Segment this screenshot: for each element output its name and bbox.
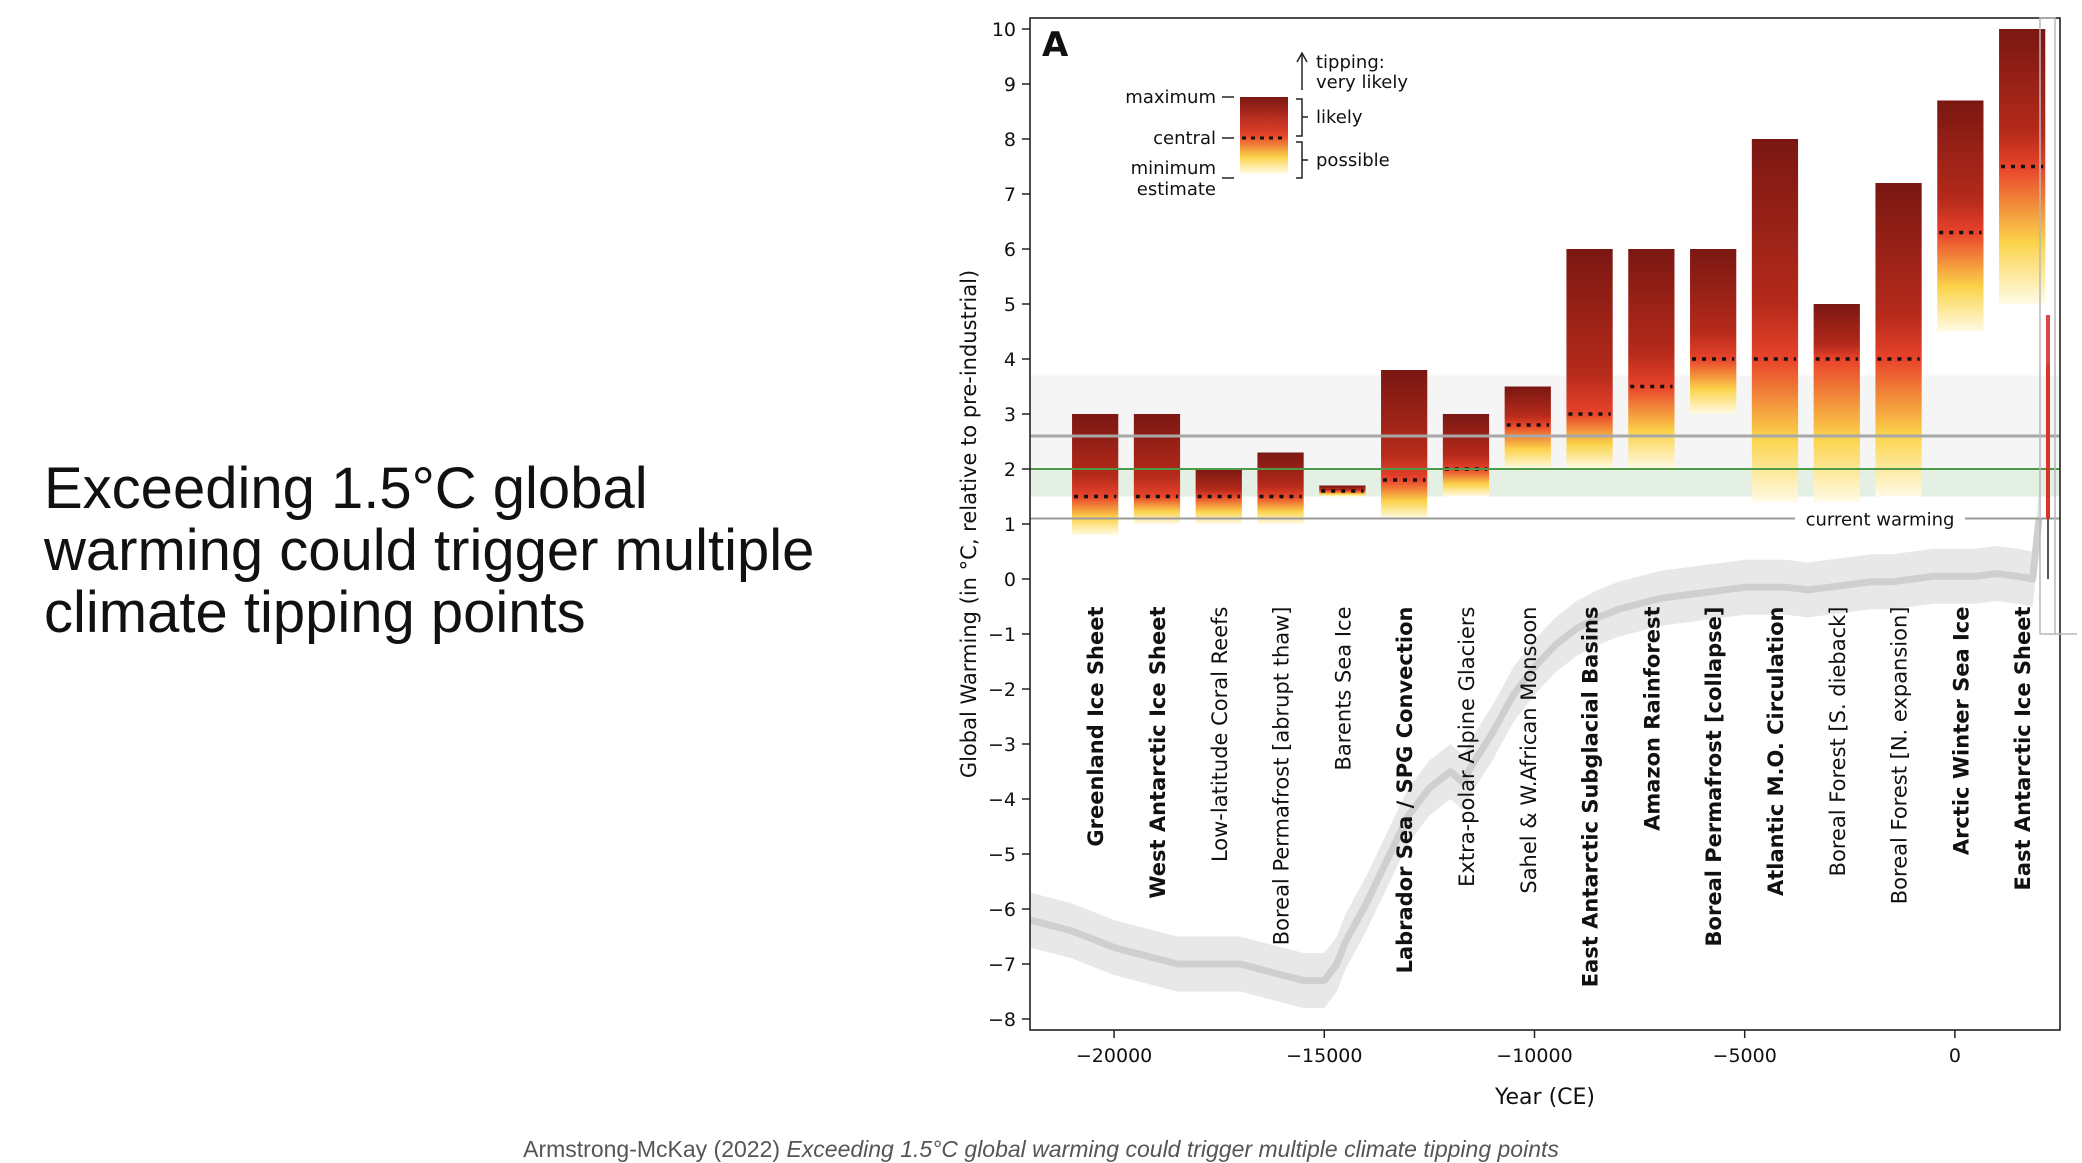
tipping-bar-3 xyxy=(1257,452,1304,524)
future-projection-strip xyxy=(2039,17,2077,635)
slide-title: Exceeding 1.5°C global warming could tri… xyxy=(44,456,815,645)
y-tick-label-17: 9 xyxy=(1004,74,1016,96)
legend-maximum-label: maximum xyxy=(1125,87,1216,108)
legend-likely-label: likely xyxy=(1316,107,1363,128)
x-tick-label-4: 0 xyxy=(1949,1045,1961,1067)
y-tick-label-2: −6 xyxy=(988,899,1016,921)
tipping-element-label-1: West Antarctic Ice Sheet xyxy=(1146,607,1170,899)
y-tick-label-18: 10 xyxy=(992,19,1016,41)
y-tick-label-14: 6 xyxy=(1004,239,1016,261)
tipping-bar-14 xyxy=(1937,100,1984,332)
legend-likely-bracket xyxy=(1296,98,1308,137)
reference-lines: current warming xyxy=(1030,434,2060,531)
tipping-bar-12 xyxy=(1813,304,1860,502)
legend-tipping-label: tipping: xyxy=(1316,52,1385,73)
x-tick-label-2: −10000 xyxy=(1496,1045,1572,1067)
x-tick-label-3: −5000 xyxy=(1713,1045,1777,1067)
legend-central-label: central xyxy=(1153,128,1216,149)
tipping-element-label-15: East Antarctic Ice Sheet xyxy=(2011,606,2035,890)
y-tick-label-12: 4 xyxy=(1004,349,1016,371)
tipping-element-label-11: Atlantic M.O. Circulation xyxy=(1764,607,1788,897)
tipping-element-label-13: Boreal Forest [N. expansion] xyxy=(1888,607,1912,905)
citation-author: Armstrong-McKay (2022) xyxy=(523,1136,781,1162)
current-warming-label: current warming xyxy=(1806,510,1955,531)
tipping-bar-11 xyxy=(1751,139,1799,502)
tipping-element-labels: Greenland Ice Sheet West Antarctic Ice Sh… xyxy=(1084,606,2035,987)
tipping-element-label-3: Boreal Permafrost [abrupt thaw] xyxy=(1270,607,1294,946)
tipping-bar-10 xyxy=(1690,249,1737,414)
y-tick-label-7: −1 xyxy=(988,624,1016,646)
temperature-uncertainty-band xyxy=(1030,491,2039,1008)
axes: −8 −7 −6 −5 −4 −3 −2 −1 0 1 2 3 4 5 6 7 8 9 10 −20000 −15000… xyxy=(957,17,2061,1110)
tipping-bar-7 xyxy=(1504,386,1551,469)
tipping-bar-8 xyxy=(1566,249,1613,469)
tipping-element-label-14: Arctic Winter Sea Ice xyxy=(1949,607,1973,856)
tipping-element-label-9: Amazon Rainforest xyxy=(1640,607,1664,831)
panel-label: A xyxy=(1042,25,1069,65)
projection-strip-frame xyxy=(2039,17,2056,635)
x-axis-label: Year (CE) xyxy=(1494,1085,1595,1110)
tipping-bar-6 xyxy=(1442,414,1490,497)
y-tick-label-4: −4 xyxy=(988,789,1016,811)
y-axis-label: Global Warming (in °C, relative to pre-i… xyxy=(957,270,981,778)
y-tick-label-6: −2 xyxy=(988,679,1016,701)
y-tick-label-11: 3 xyxy=(1004,404,1016,426)
y-tick-label-3: −5 xyxy=(988,844,1016,866)
temperature-history-line xyxy=(1029,518,2043,984)
legend-swatch xyxy=(1240,97,1288,174)
legend-very-likely-label: very likely xyxy=(1316,72,1408,93)
y-tick-label-8: 0 xyxy=(1004,569,1016,591)
tipping-element-label-12: Boreal Forest [S. dieback] xyxy=(1826,606,1850,876)
tipping-element-label-7: Sahel & W.African Monsoon xyxy=(1517,607,1541,894)
citation: Armstrong-McKay (2022) Exceeding 1.5°C g… xyxy=(0,1136,2082,1163)
y-tick-label-10: 2 xyxy=(1004,459,1016,481)
temperature-history xyxy=(1029,491,2043,1008)
legend-arrow-head xyxy=(1296,51,1308,63)
legend-estimate-label: estimate xyxy=(1137,179,1216,200)
tipping-element-label-5: Labrador Sea / SPG Convection xyxy=(1393,607,1417,974)
tipping-element-label-6: Extra-polar Alpine Glaciers xyxy=(1455,607,1479,887)
tipping-bar-13 xyxy=(1875,183,1922,497)
tipping-element-label-8: East Antarctic Subglacial Basins xyxy=(1579,607,1603,988)
tipping-element-label-2: Low-latitude Coral Reefs xyxy=(1208,607,1232,863)
tipping-bar-5 xyxy=(1381,370,1428,519)
legend-possible-bracket xyxy=(1296,141,1308,179)
tipping-element-label-10: Boreal Permafrost [collapse] xyxy=(1702,606,1726,946)
tipping-element-label-4: Barents Sea Ice xyxy=(1331,607,1355,771)
legend-minimum-label: minimum xyxy=(1131,158,1216,179)
tipping-bar-9 xyxy=(1628,249,1675,469)
y-tick-label-0: −8 xyxy=(988,1009,1016,1031)
y-tick-label-15: 7 xyxy=(1004,184,1016,206)
citation-title: Exceeding 1.5°C global warming could tri… xyxy=(786,1136,1559,1162)
x-tick-label-0: −20000 xyxy=(1076,1045,1152,1067)
legend-possible-label: possible xyxy=(1316,150,1390,171)
tipping-bar-0 xyxy=(1072,414,1119,535)
y-tick-label-16: 8 xyxy=(1004,129,1016,151)
y-tick-label-13: 5 xyxy=(1004,294,1016,316)
tipping-bars xyxy=(1072,29,2046,535)
y-tick-label-9: 1 xyxy=(1004,514,1016,536)
x-tick-label-1: −15000 xyxy=(1286,1045,1362,1067)
y-tick-label-5: −3 xyxy=(988,734,1016,756)
y-tick-label-1: −7 xyxy=(988,954,1016,976)
tipping-element-label-0: Greenland Ice Sheet xyxy=(1084,607,1108,847)
